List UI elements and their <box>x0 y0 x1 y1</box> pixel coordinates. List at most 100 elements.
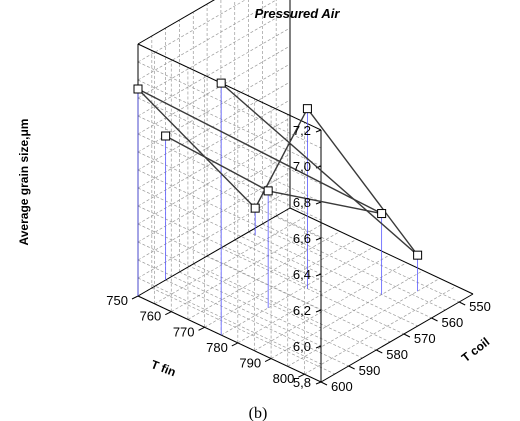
grid-line <box>137 205 322 293</box>
x-tick-label: 760 <box>140 309 162 324</box>
y-tick-label: 590 <box>359 363 381 378</box>
series-segment <box>220 82 419 256</box>
axis-frame-edge <box>137 0 215 45</box>
grid-line <box>137 223 322 311</box>
z-tick-mark <box>315 273 322 277</box>
grid-layer <box>137 0 460 383</box>
grid-line <box>137 99 291 189</box>
data-point <box>161 131 171 141</box>
y-tick-mark <box>403 333 411 338</box>
z-tick-label: 6,2 <box>293 303 311 318</box>
figure-caption: (b) <box>249 405 268 421</box>
z-tick-label: 6,4 <box>293 267 311 282</box>
grid-line <box>137 63 291 153</box>
grid-line <box>262 223 446 311</box>
z-tick-label: 6,8 <box>293 195 311 210</box>
x-tick-label: 780 <box>206 340 228 355</box>
series-segment <box>306 108 419 256</box>
grid-line <box>276 215 460 303</box>
grid-line <box>237 254 390 344</box>
z-tick-mark <box>315 201 322 205</box>
axis-frame-edge <box>320 293 474 383</box>
grid-line <box>254 262 407 352</box>
grid-line <box>137 0 246 63</box>
grid-line <box>137 115 322 203</box>
x-tick-label: 800 <box>273 371 295 386</box>
grid-line <box>270 270 424 359</box>
grid-line <box>165 279 349 367</box>
data-point <box>413 250 423 260</box>
z-tick-label: 6,0 <box>293 339 311 354</box>
x-tick-mark <box>231 342 239 347</box>
grid-line <box>179 271 363 359</box>
y-tick-label: 560 <box>442 315 464 330</box>
x-tick-mark <box>131 295 139 300</box>
data-markers <box>133 78 423 260</box>
z-axis-label: Average grain size,μm <box>17 119 31 246</box>
chart-title: Pressured Air <box>255 6 341 21</box>
y-tick-label: 570 <box>414 331 436 346</box>
series-segment <box>137 88 382 215</box>
grid-line <box>187 231 341 320</box>
x-tick-mark <box>298 373 305 378</box>
x-tick-mark <box>165 311 172 316</box>
grid-line <box>204 238 357 328</box>
data-point <box>250 203 260 213</box>
y-tick-mark <box>431 317 438 322</box>
z-tick-mark <box>315 309 322 313</box>
grid-line <box>171 223 324 312</box>
drop-lines <box>137 83 419 336</box>
x-axis-label: T fin <box>149 357 178 379</box>
y-tick-mark <box>376 349 383 354</box>
y-tick-mark <box>320 381 328 386</box>
y-tick-mark <box>458 301 466 306</box>
grid-line <box>304 285 457 375</box>
grid-line <box>137 45 291 135</box>
z-tick-label: 5,8 <box>293 375 311 390</box>
grid-line <box>137 97 322 185</box>
z-tick-label: 7,0 <box>293 159 311 174</box>
grid-line <box>151 287 335 375</box>
data-point <box>377 209 387 219</box>
grid-line <box>287 278 440 367</box>
data-point <box>302 104 312 114</box>
grid-line <box>137 81 291 171</box>
grid-line <box>248 231 432 319</box>
y-tick-label: 600 <box>331 379 353 394</box>
z-tick-mark <box>315 381 322 385</box>
z-tick-label: 6,6 <box>293 231 311 246</box>
data-point <box>216 78 226 88</box>
series-segment <box>137 88 256 209</box>
y-tick-mark <box>348 365 355 370</box>
series-segment <box>268 190 382 215</box>
grid-line <box>137 9 291 99</box>
grid-line <box>137 241 322 329</box>
grid-line <box>137 0 277 81</box>
z-tick-mark <box>315 129 322 133</box>
y-axis-label: T coil <box>459 335 492 365</box>
x-tick-label: 770 <box>173 324 195 339</box>
grid-line <box>221 246 374 336</box>
tick-labels: 5,8 6,0 6,2 6,4 6,6 6,8 7,0 7,2 750 760 770 780 790 8… <box>106 123 491 394</box>
series-lines <box>137 82 419 256</box>
grid-line <box>234 239 418 327</box>
grid-line <box>137 79 322 167</box>
data-point <box>133 84 143 94</box>
grid-line <box>154 215 307 305</box>
data-point <box>263 186 273 196</box>
grid-line <box>193 263 377 351</box>
z-tick-label: 7,2 <box>293 123 311 138</box>
grid-line <box>137 151 322 239</box>
x-tick-label: 790 <box>239 356 261 371</box>
grid-line <box>137 61 322 149</box>
grid-line <box>137 133 322 221</box>
grid-line <box>220 247 405 335</box>
axis-frame-edge <box>137 207 291 297</box>
axis-frame-edge <box>137 295 322 383</box>
x-tick-mark <box>198 326 205 331</box>
grid-line <box>137 189 291 279</box>
grid-line <box>137 27 291 117</box>
y-tick-label: 550 <box>469 299 491 314</box>
grid-line <box>137 169 322 257</box>
